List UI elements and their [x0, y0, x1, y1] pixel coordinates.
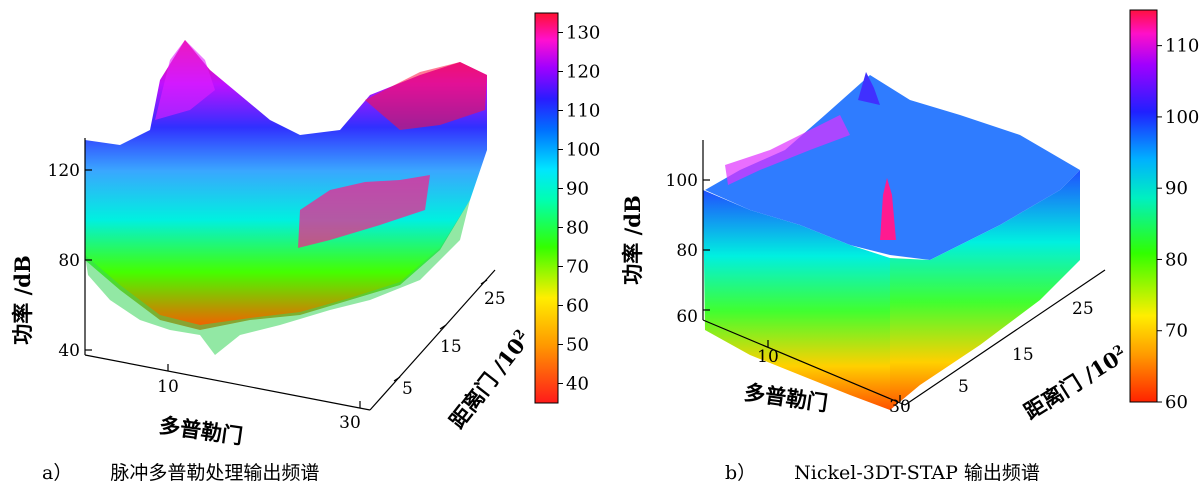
y-tick-a: 15: [440, 337, 462, 357]
y-tick-b: 25: [1072, 299, 1094, 319]
surface-b: [703, 72, 1080, 410]
colorbar-tick-label: 110: [566, 101, 600, 122]
z-tick-b: 60: [676, 307, 698, 327]
y-axis-label-b: 距离门 /102: [1019, 341, 1131, 424]
z-axis-label-a: 功率 /dB: [10, 255, 35, 344]
x-tick-b: 10: [757, 347, 779, 367]
colorbar-a: [534, 12, 559, 404]
colorbar-tick-label: 80: [1165, 249, 1188, 270]
surface-a: [85, 40, 487, 355]
surface-plot-a: 40 80 120 10 30 5 15 25 功率 /dB 多普勒门 距离门 …: [10, 12, 600, 449]
axes-a: [84, 138, 496, 411]
panel-b: 60 80 100 10 30 5 15 25 功率 /dB 多普勒门 距离门 …: [600, 0, 1200, 489]
colorbar-ticks-b: 60 70 80 90 100 110: [1157, 36, 1199, 413]
surface-a-ridge: [298, 175, 430, 248]
x-ticks-a: 10 30: [157, 377, 361, 433]
z-tick-a: 80: [58, 251, 80, 271]
x-axis-label-a: 多普勒门: [158, 412, 245, 448]
y-tick-a: 5: [402, 379, 413, 399]
colorbar-tick-label: 80: [566, 218, 589, 239]
x-axis-label-b: 多普勒门: [743, 379, 830, 415]
caption-text-b: Nickel-3DT-STAP 输出频谱: [794, 462, 1040, 484]
colorbar-tick-label: 90: [566, 179, 589, 200]
x-tick-a: 30: [339, 413, 361, 433]
surface-b-target-peak: [880, 178, 896, 240]
y-ticks-b: 5 15 25: [958, 299, 1094, 397]
z-tick-b: 100: [666, 171, 698, 191]
colorbar-tick-label: 40: [566, 374, 589, 395]
z-axis-label-b: 功率 /dB: [620, 195, 645, 284]
colorbar-ticks-a: 40 50 60 70 80 90 100 110 120 130: [558, 23, 600, 395]
y-tick-a: 25: [484, 289, 506, 309]
z-tick-b: 80: [676, 241, 698, 261]
colorbar-tick-label: 100: [1165, 107, 1199, 128]
surface-b-clutter-ridge: [725, 115, 850, 185]
colorbar-tick-label: 60: [1165, 392, 1188, 413]
surface-plot-b: 60 80 100 10 30 5 15 25 功率 /dB 多普勒门 距离门 …: [620, 9, 1199, 424]
x-tick-b: 30: [889, 397, 911, 417]
surface-b-right-wall: [890, 170, 1080, 410]
caption-a: a） 脉冲多普勒处理输出频谱: [42, 458, 319, 485]
x-ticks-b: 10 30: [757, 347, 911, 417]
z-tick-a: 120: [48, 161, 80, 181]
colorbar-tick-label: 110: [1165, 36, 1199, 57]
colorbar-tick-label: 70: [566, 257, 589, 278]
surface-a-skirt: [85, 200, 470, 355]
colorbar-tick-label: 100: [566, 140, 600, 161]
y-ticks-a: 5 15 25: [402, 289, 506, 399]
caption-text-a: 脉冲多普勒处理输出频谱: [110, 462, 320, 484]
colorbar-tick-label: 70: [1165, 321, 1188, 342]
colorbar-tick-label: 90: [1165, 178, 1188, 199]
panel-a: 40 80 120 10 30 5 15 25 功率 /dB 多普勒门 距离门 …: [10, 12, 600, 485]
surface-b-left-wall: [703, 190, 890, 410]
caption-letter-b: b）: [725, 462, 757, 484]
colorbar-tick-label: 50: [566, 335, 589, 356]
axes-b: [702, 140, 1106, 406]
z-ticks-b: 60 80 100: [666, 171, 698, 327]
y-tick-b: 15: [1012, 345, 1034, 365]
x-tick-a: 10: [157, 377, 179, 397]
z-tick-a: 40: [58, 341, 80, 361]
colorbar-b: [1129, 9, 1158, 403]
surface-b-top-peak: [858, 72, 880, 105]
colorbar-tick-label: 60: [566, 296, 589, 317]
surface-b-top: [705, 75, 1080, 260]
surface-a-right-plateau: [365, 62, 487, 130]
z-ticks-a: 40 80 120: [48, 161, 80, 361]
caption-letter-a: a）: [42, 462, 73, 484]
caption-b: b） Nickel-3DT-STAP 输出频谱: [725, 458, 1040, 485]
surface-a-peak: [155, 40, 215, 120]
colorbar-tick-label: 130: [566, 23, 600, 44]
y-tick-b: 5: [958, 377, 969, 397]
colorbar-tick-label: 120: [566, 62, 600, 83]
